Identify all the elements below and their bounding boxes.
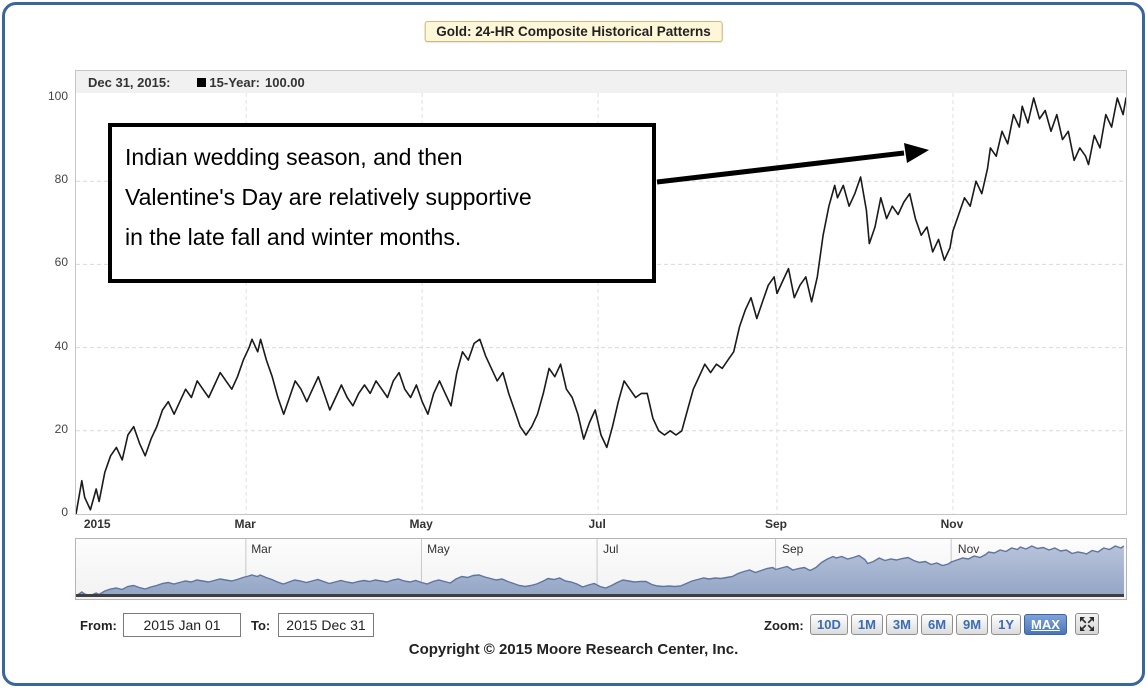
y-tick-60: 60 — [54, 255, 68, 270]
chart-title: Gold: 24-HR Composite Historical Pattern… — [424, 21, 723, 42]
zoom-button-10d[interactable]: 10D — [810, 613, 848, 635]
zoom-button-1m[interactable]: 1M — [850, 613, 883, 635]
zoom-button-3m[interactable]: 3M — [885, 613, 918, 635]
expand-arrows-icon — [1079, 617, 1094, 631]
x-tick-sep: Sep — [764, 517, 787, 531]
range-navigator[interactable]: Mar May Jul Sep Nov — [75, 538, 1127, 600]
annotation-line: Valentine's Day are relatively supportiv… — [125, 184, 532, 210]
legend-date-label: Dec 31, 2015: — [88, 74, 171, 90]
copyright-text: Copyright © 2015 Moore Research Center, … — [408, 641, 739, 658]
x-tick-jul: Jul — [588, 517, 606, 531]
navigator-tick-nov: Nov — [957, 542, 980, 556]
zoom-button-max[interactable]: MAX — [1024, 613, 1067, 635]
x-tick-2015: 2015 — [83, 517, 111, 531]
x-tick-nov: Nov — [940, 517, 964, 531]
legend-series-value: 100.00 — [265, 74, 305, 90]
series-marker-icon — [197, 77, 207, 87]
x-tick-may: May — [409, 517, 433, 531]
fullscreen-button[interactable] — [1074, 613, 1099, 635]
navigator-area-chart[interactable] — [76, 539, 1124, 597]
navigator-tick-sep: Sep — [781, 542, 804, 556]
zoom-button-group: 10D 1M 3M 6M 9M 1Y MAX — [810, 613, 1099, 635]
zoom-button-6m[interactable]: 6M — [920, 613, 954, 635]
y-tick-0: 0 — [61, 505, 68, 519]
navigator-tick-mar: Mar — [251, 542, 272, 556]
navigator-tick-may: May — [427, 542, 450, 556]
y-tick-80: 80 — [54, 172, 68, 187]
zoom-label: Zoom: — [764, 618, 804, 633]
annotation-line: Indian wedding season, and then — [125, 144, 463, 170]
to-date-input[interactable] — [278, 613, 374, 637]
x-tick-mar: Mar — [234, 517, 256, 531]
zoom-button-9m[interactable]: 9M — [956, 613, 989, 635]
annotation-box: Indian wedding season, and then Valentin… — [108, 123, 656, 283]
annotation-line: in the late fall and winter months. — [125, 224, 462, 250]
zoom-button-1y[interactable]: 1Y — [991, 613, 1022, 635]
y-tick-20: 20 — [54, 421, 68, 436]
legend-series-label: 15-Year: — [209, 74, 260, 90]
y-tick-100: 100 — [47, 89, 68, 103]
from-date-input[interactable] — [123, 613, 241, 637]
to-label: To: — [251, 618, 271, 633]
from-label: From: — [80, 618, 117, 633]
legend: Dec 31, 2015: 15-Year: 100.00 — [76, 71, 1126, 93]
y-tick-40: 40 — [54, 338, 68, 353]
navigator-tick-jul: Jul — [603, 542, 619, 556]
